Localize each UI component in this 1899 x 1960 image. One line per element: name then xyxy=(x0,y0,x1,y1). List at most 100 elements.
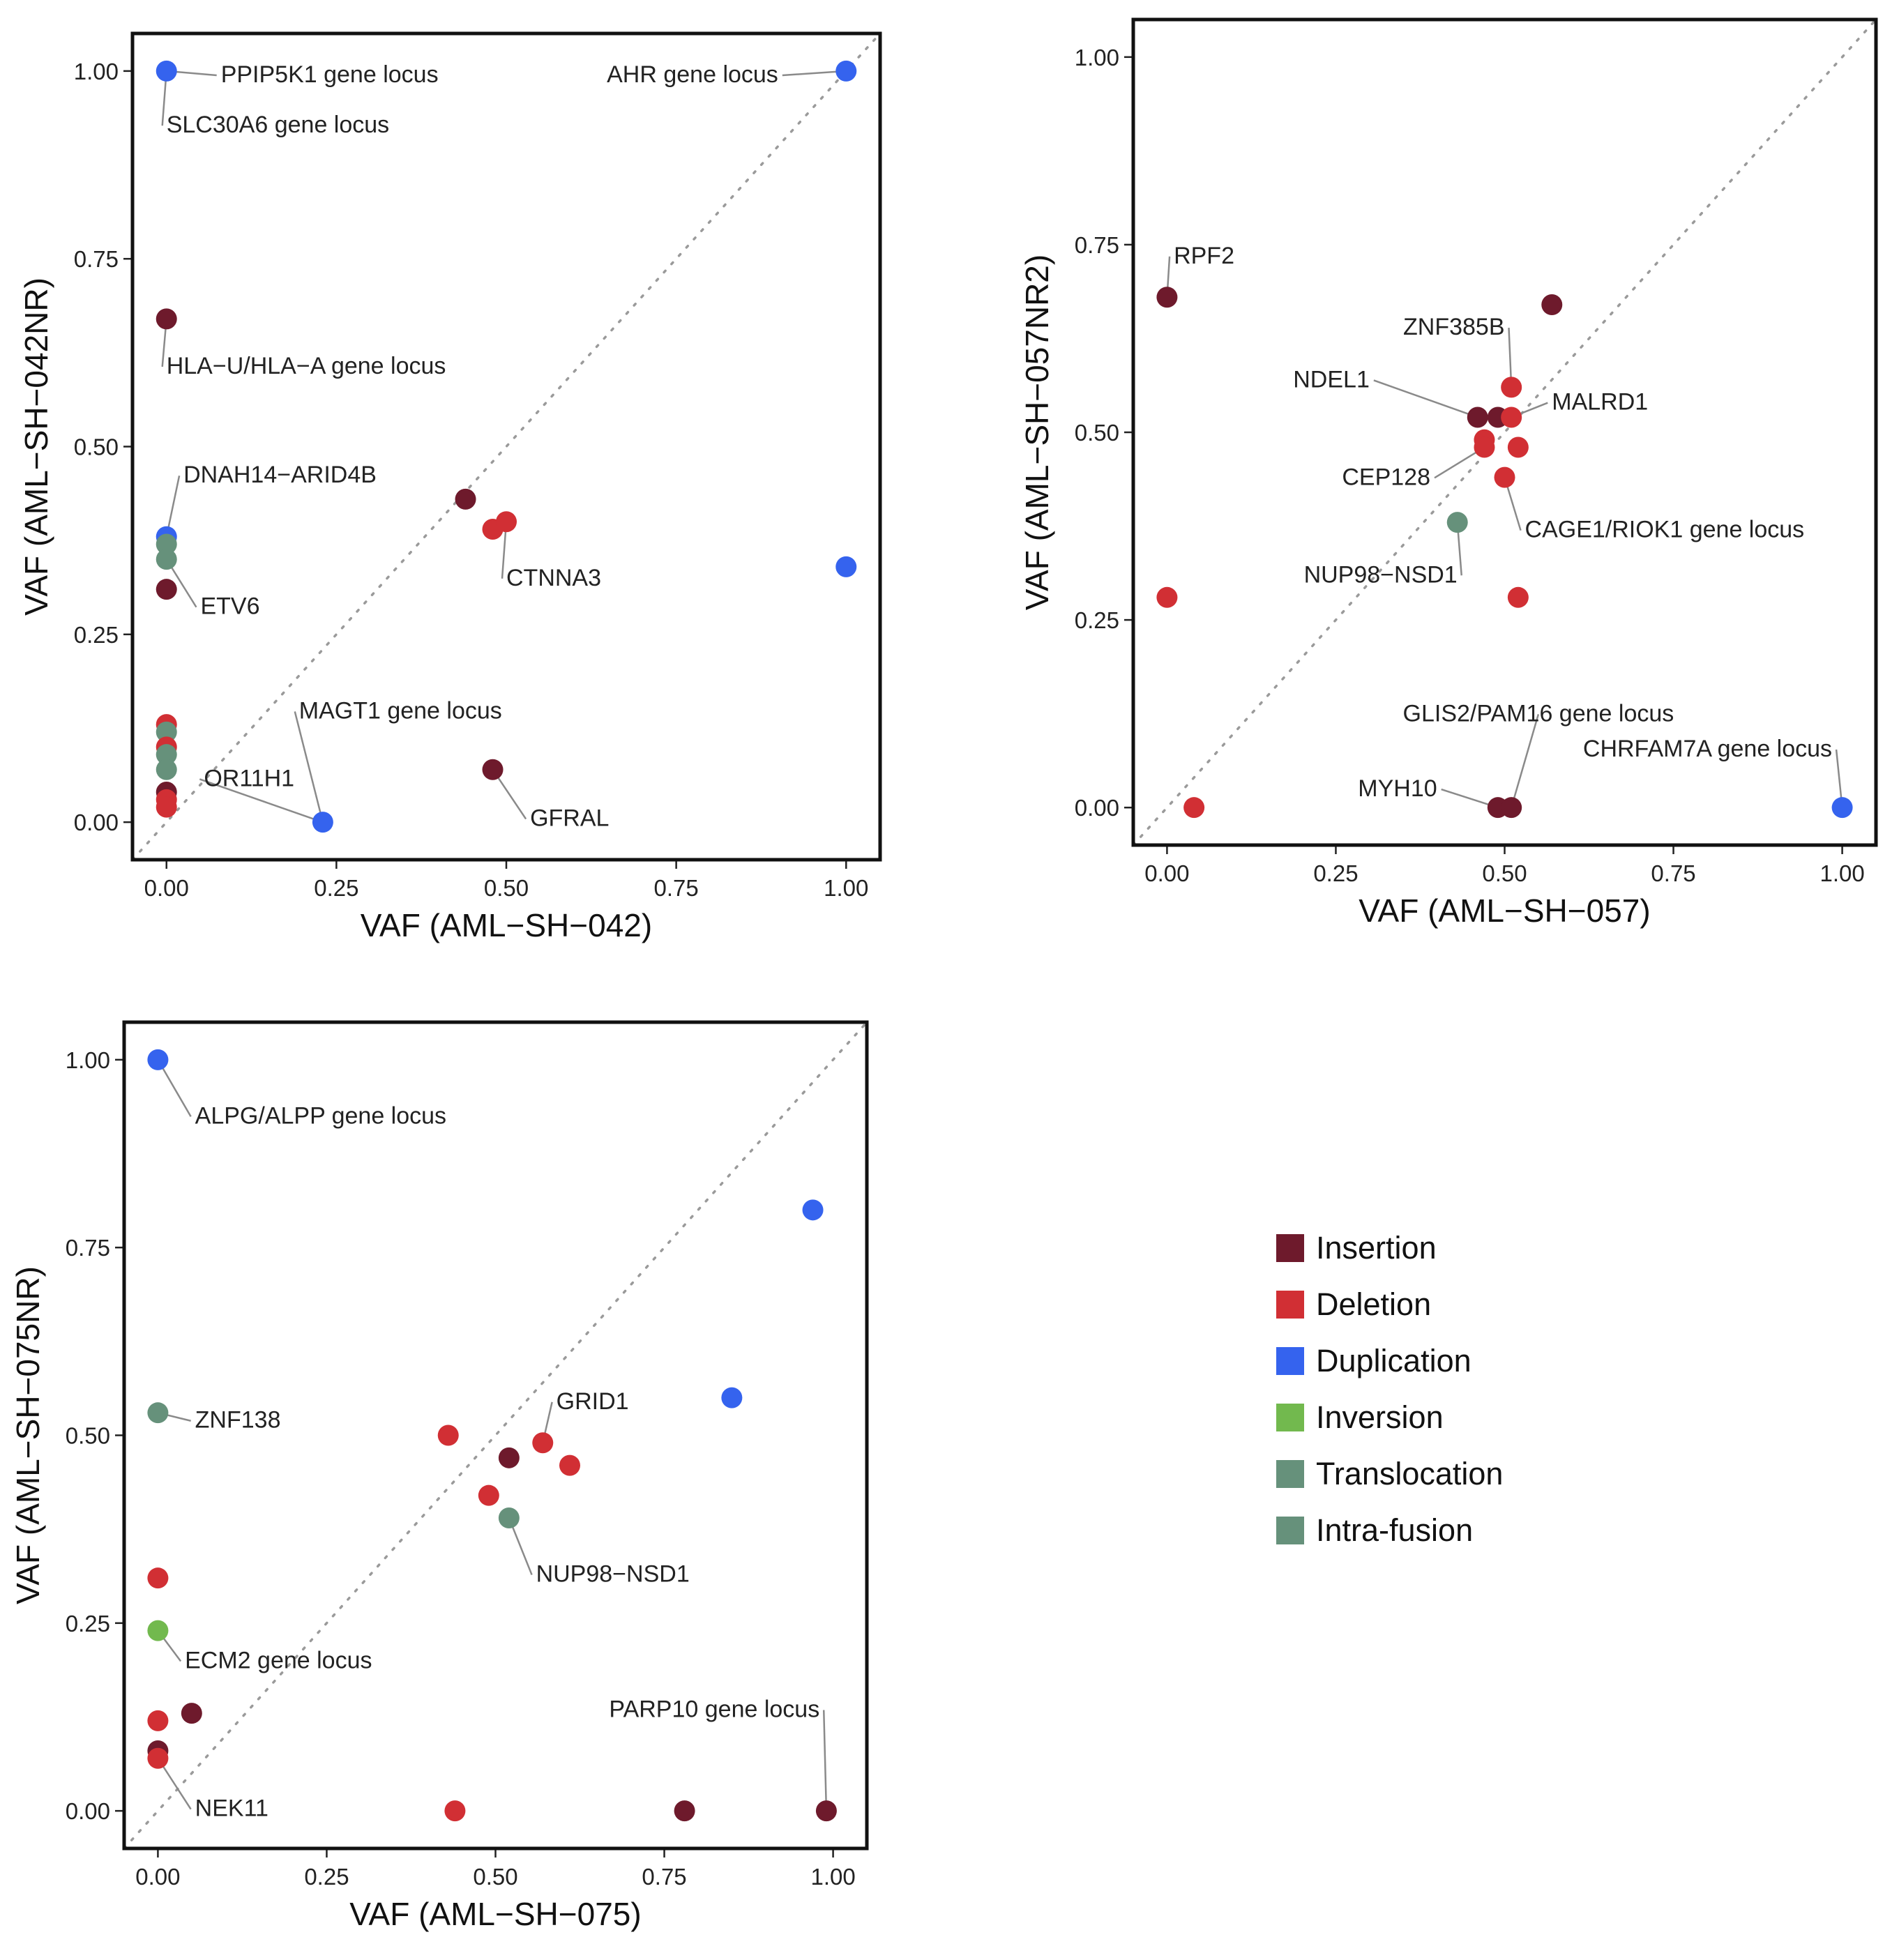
data-point xyxy=(156,579,177,600)
legend-swatch xyxy=(1276,1234,1304,1262)
data-point xyxy=(478,1484,499,1506)
point-label: RPF2 xyxy=(1174,243,1234,269)
legend-label: Insertion xyxy=(1316,1230,1437,1266)
y-tick-label: 0.00 xyxy=(74,810,119,835)
x-tick-label: 0.00 xyxy=(135,1864,180,1890)
x-tick-label: 0.50 xyxy=(1482,860,1527,886)
y-tick-label: 0.75 xyxy=(74,246,119,272)
data-point xyxy=(532,1432,554,1454)
legend-label: Inversion xyxy=(1316,1399,1444,1435)
legend: Insertion Deletion Duplication Inversion Tra… xyxy=(1276,1230,1503,1548)
y-tick-label: 0.25 xyxy=(74,622,119,648)
data-point xyxy=(156,549,177,570)
y-tick-label: 0.50 xyxy=(66,1423,110,1449)
diagonal-reference-line xyxy=(123,1021,868,1850)
data-point xyxy=(674,1800,695,1822)
data-point xyxy=(496,511,517,533)
y-axis-title: VAF (AML−SH−057NR2) xyxy=(1019,255,1055,610)
data-point xyxy=(312,812,333,833)
data-point xyxy=(455,488,476,510)
y-tick-label: 0.25 xyxy=(66,1611,110,1636)
data-point xyxy=(156,759,177,780)
point-label: OR11H1 xyxy=(204,765,294,791)
point-label: GLIS2/PAM16 gene locus xyxy=(1403,700,1674,727)
data-point xyxy=(181,1703,202,1724)
legend-item: Deletion xyxy=(1276,1286,1431,1322)
point-label: MALRD1 xyxy=(1552,389,1648,416)
data-point xyxy=(498,1447,520,1468)
point-label: AHR gene locus xyxy=(607,61,778,88)
data-point xyxy=(482,759,504,780)
y-tick-label: 1.00 xyxy=(1075,45,1119,70)
point-label: CHRFAM7A gene locus xyxy=(1583,736,1832,762)
data-point xyxy=(559,1454,580,1476)
x-tick-label: 0.75 xyxy=(1651,860,1695,886)
y-axis-title: VAF (AML−SH−075NR) xyxy=(10,1266,46,1604)
point-label: ALPG/ALPP gene locus xyxy=(195,1102,446,1129)
annotation-leader-line xyxy=(199,778,324,823)
x-tick-label: 1.00 xyxy=(1819,860,1864,886)
data-point xyxy=(1541,294,1563,316)
y-tick-label: 0.50 xyxy=(1075,420,1119,446)
x-tick-label: 0.75 xyxy=(654,875,699,901)
annotation-leader-line xyxy=(822,1710,828,1811)
data-point xyxy=(437,1425,459,1446)
point-label: PPIP5K1 gene locus xyxy=(221,61,439,88)
data-point xyxy=(1501,797,1522,819)
y-tick-label: 0.00 xyxy=(1075,795,1119,821)
data-point xyxy=(444,1800,466,1822)
data-point xyxy=(802,1199,824,1221)
point-label: NDEL1 xyxy=(1293,366,1370,393)
x-tick-label: 1.00 xyxy=(810,1864,855,1890)
data-point xyxy=(1467,407,1488,428)
y-tick-label: 1.00 xyxy=(66,1047,110,1073)
scatter-panel-1: 0.00 0.00 0.25 0.25 0.50 0.50 0.75 0.75 1.00 1.00… xyxy=(18,31,882,943)
point-label: HLA−U/HLA−A gene locus xyxy=(167,353,446,379)
legend-item: Intra-fusion xyxy=(1276,1512,1473,1548)
x-tick-label: 0.75 xyxy=(642,1864,686,1890)
y-tick-label: 0.00 xyxy=(66,1798,110,1824)
legend-item: Translocation xyxy=(1276,1456,1503,1491)
data-point xyxy=(147,1620,169,1641)
y-tick-label: 0.25 xyxy=(1075,607,1119,633)
plot-frame xyxy=(122,1020,869,1851)
legend-swatch xyxy=(1276,1460,1304,1488)
point-label: CTNNA3 xyxy=(506,565,601,591)
x-tick-label: 0.25 xyxy=(314,875,358,901)
point-label: SLC30A6 gene locus xyxy=(167,112,389,138)
point-label: GRID1 xyxy=(557,1388,629,1415)
annotation-leader-line xyxy=(157,1059,192,1118)
annotation-leaders xyxy=(161,70,847,823)
data-point xyxy=(1156,586,1178,608)
point-label: ECM2 gene locus xyxy=(185,1647,372,1673)
data-point xyxy=(147,1567,169,1589)
data-point xyxy=(1156,287,1178,308)
point-label: ZNF385B xyxy=(1403,314,1505,340)
data-point xyxy=(835,556,857,577)
point-label: NUP98−NSD1 xyxy=(536,1561,690,1588)
data-point xyxy=(147,1402,169,1424)
diagonal-reference-line xyxy=(131,32,882,861)
plot-frame xyxy=(1131,17,1878,847)
point-label: CEP128 xyxy=(1342,464,1430,490)
data-point xyxy=(1831,797,1853,819)
data-point xyxy=(147,1747,169,1769)
point-label: MAGT1 gene locus xyxy=(299,697,502,724)
point-label: GFRAL xyxy=(530,805,609,832)
x-axis-title: VAF (AML−SH−075) xyxy=(349,1896,641,1932)
point-label: NUP98−NSD1 xyxy=(1304,561,1458,588)
data-point xyxy=(498,1507,520,1528)
data-point xyxy=(156,60,177,82)
legend-item: Inversion xyxy=(1276,1399,1444,1435)
data-point xyxy=(156,744,177,766)
data-point xyxy=(147,1049,169,1070)
x-axis-title: VAF (AML−SH−042) xyxy=(361,907,652,943)
data-point xyxy=(721,1387,743,1408)
annotation-leader-line xyxy=(1510,714,1540,808)
data-point xyxy=(835,60,857,82)
legend-item: Duplication xyxy=(1276,1343,1471,1378)
data-point xyxy=(1501,377,1522,398)
point-label: PARP10 gene locus xyxy=(609,1696,819,1722)
